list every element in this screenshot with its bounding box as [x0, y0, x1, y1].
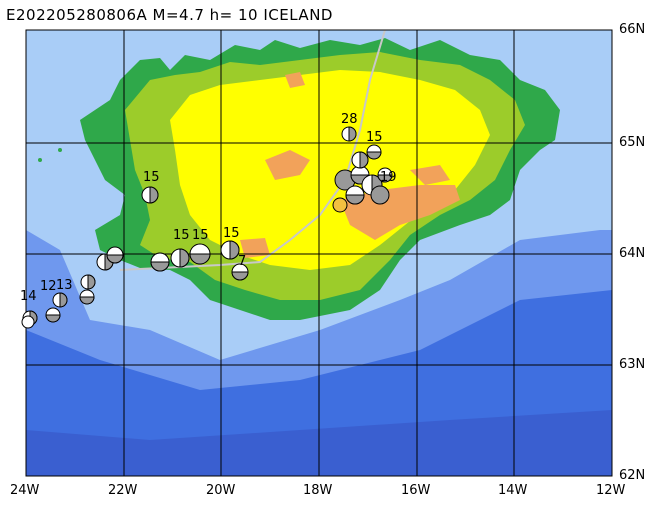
mechanism-label: 15 [173, 228, 190, 243]
lat-label: 64N [619, 246, 646, 261]
page-title: E202205280806A M=4.7 h= 10 ICELAND [6, 6, 333, 24]
mechanism-label: 12 [40, 279, 57, 294]
lat-label: 62N [619, 468, 646, 483]
lat-label: 66N [619, 22, 646, 37]
lon-label: 18W [303, 483, 333, 498]
lon-label: 22W [108, 483, 138, 498]
lon-label: 20W [206, 483, 236, 498]
lat-label: 63N [619, 357, 646, 372]
lon-label: 12W [596, 483, 626, 498]
lon-label: 24W [10, 483, 40, 498]
ridge-line [119, 29, 386, 271]
mechanism-label: 15 [192, 228, 209, 243]
mechanism-label: 19 [380, 170, 397, 185]
lon-label: 14W [498, 483, 528, 498]
lat-label: 65N [619, 135, 646, 150]
lon-label: 16W [401, 483, 431, 498]
focal-mechanisms [21, 126, 393, 329]
mechanism-label: 7 [238, 254, 247, 269]
land-peak [265, 150, 310, 180]
mechanism-label: 15 [143, 170, 160, 185]
mechanism-label: 28 [341, 112, 358, 127]
grid [25, 29, 613, 477]
mechanism-label: 13 [56, 278, 73, 293]
mechanism-label: 15 [366, 130, 383, 145]
mechanism-label: 15 [223, 226, 240, 241]
mechanism-label: 14 [20, 289, 37, 304]
